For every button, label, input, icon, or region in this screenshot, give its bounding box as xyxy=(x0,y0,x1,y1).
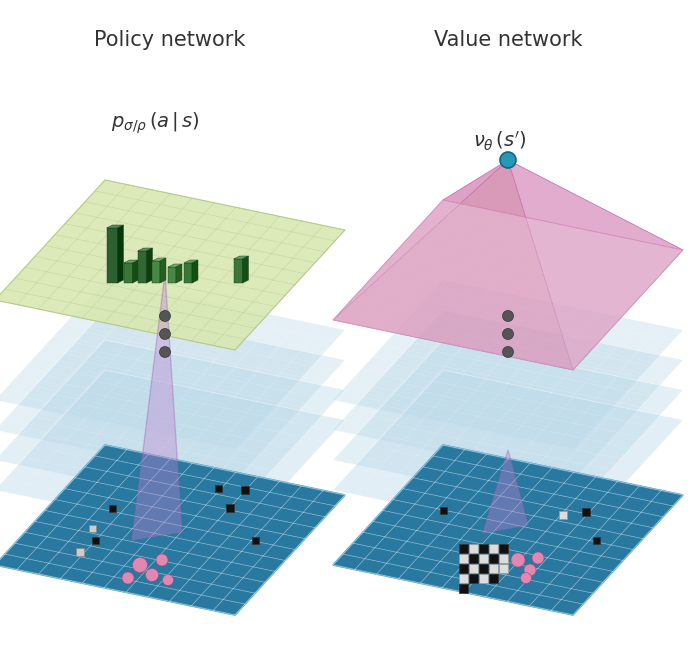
Polygon shape xyxy=(0,370,345,540)
Polygon shape xyxy=(106,225,124,228)
FancyBboxPatch shape xyxy=(469,544,477,553)
Polygon shape xyxy=(333,160,508,320)
FancyBboxPatch shape xyxy=(593,536,600,544)
FancyBboxPatch shape xyxy=(458,544,468,553)
Polygon shape xyxy=(333,370,683,540)
Circle shape xyxy=(520,572,531,584)
Polygon shape xyxy=(168,267,176,283)
Polygon shape xyxy=(106,228,117,283)
Circle shape xyxy=(502,328,513,340)
Polygon shape xyxy=(333,160,573,370)
Polygon shape xyxy=(137,248,152,251)
Polygon shape xyxy=(184,260,198,263)
FancyBboxPatch shape xyxy=(108,505,115,511)
Polygon shape xyxy=(132,260,139,283)
Polygon shape xyxy=(137,251,146,283)
Polygon shape xyxy=(333,340,683,510)
Polygon shape xyxy=(168,264,182,267)
Polygon shape xyxy=(333,200,683,370)
Polygon shape xyxy=(233,259,242,283)
FancyBboxPatch shape xyxy=(458,574,468,582)
Polygon shape xyxy=(184,263,192,283)
FancyBboxPatch shape xyxy=(226,504,234,512)
Circle shape xyxy=(146,569,159,582)
Polygon shape xyxy=(443,160,683,250)
FancyBboxPatch shape xyxy=(215,484,221,492)
FancyBboxPatch shape xyxy=(469,553,477,563)
FancyBboxPatch shape xyxy=(92,536,99,544)
Text: $s$: $s$ xyxy=(214,595,226,614)
FancyBboxPatch shape xyxy=(478,553,488,563)
Polygon shape xyxy=(124,260,139,263)
Polygon shape xyxy=(0,310,345,480)
Circle shape xyxy=(502,311,513,322)
FancyBboxPatch shape xyxy=(498,563,508,572)
FancyBboxPatch shape xyxy=(251,536,259,544)
Polygon shape xyxy=(152,261,160,283)
Circle shape xyxy=(502,347,513,357)
FancyBboxPatch shape xyxy=(489,574,497,582)
FancyBboxPatch shape xyxy=(241,486,249,494)
FancyBboxPatch shape xyxy=(489,563,497,572)
FancyBboxPatch shape xyxy=(458,553,468,563)
FancyBboxPatch shape xyxy=(478,574,488,582)
FancyBboxPatch shape xyxy=(582,508,590,516)
Polygon shape xyxy=(333,310,683,480)
Polygon shape xyxy=(242,256,248,283)
FancyBboxPatch shape xyxy=(469,574,477,582)
FancyBboxPatch shape xyxy=(498,544,508,553)
Circle shape xyxy=(500,152,516,168)
Text: Policy network: Policy network xyxy=(95,30,246,50)
Text: Value network: Value network xyxy=(434,30,582,50)
Polygon shape xyxy=(124,263,132,283)
Polygon shape xyxy=(333,280,683,450)
Circle shape xyxy=(511,553,525,567)
Text: $s^{\prime}$: $s^{\prime}$ xyxy=(560,595,576,615)
Circle shape xyxy=(159,347,170,357)
Polygon shape xyxy=(333,445,683,615)
FancyBboxPatch shape xyxy=(489,544,497,553)
FancyBboxPatch shape xyxy=(458,584,468,592)
Circle shape xyxy=(122,572,134,584)
Polygon shape xyxy=(192,260,198,283)
Polygon shape xyxy=(146,248,152,283)
Polygon shape xyxy=(483,450,528,533)
FancyBboxPatch shape xyxy=(478,563,488,572)
Polygon shape xyxy=(0,445,345,615)
FancyBboxPatch shape xyxy=(489,553,497,563)
Circle shape xyxy=(156,554,168,566)
FancyBboxPatch shape xyxy=(469,563,477,572)
Circle shape xyxy=(132,557,148,572)
Polygon shape xyxy=(0,340,345,510)
FancyBboxPatch shape xyxy=(559,511,567,519)
Polygon shape xyxy=(0,280,345,450)
Polygon shape xyxy=(0,180,345,350)
Text: $p_{\sigma/\rho}\,(a\,|\,s)$: $p_{\sigma/\rho}\,(a\,|\,s)$ xyxy=(110,110,199,136)
Polygon shape xyxy=(508,160,683,370)
FancyBboxPatch shape xyxy=(478,544,488,553)
Circle shape xyxy=(524,564,536,576)
Circle shape xyxy=(163,574,173,586)
FancyBboxPatch shape xyxy=(458,563,468,572)
Polygon shape xyxy=(152,258,166,261)
Polygon shape xyxy=(233,256,248,259)
Polygon shape xyxy=(117,225,124,283)
FancyBboxPatch shape xyxy=(76,548,84,556)
FancyBboxPatch shape xyxy=(440,507,446,513)
Circle shape xyxy=(532,552,544,564)
FancyBboxPatch shape xyxy=(88,524,95,532)
Text: $\nu_{\theta}\,(s^{\prime})$: $\nu_{\theta}\,(s^{\prime})$ xyxy=(473,130,527,153)
Circle shape xyxy=(159,311,170,322)
Polygon shape xyxy=(176,264,182,283)
FancyBboxPatch shape xyxy=(498,553,508,563)
Polygon shape xyxy=(160,258,166,283)
Polygon shape xyxy=(132,273,182,540)
Circle shape xyxy=(159,328,170,340)
